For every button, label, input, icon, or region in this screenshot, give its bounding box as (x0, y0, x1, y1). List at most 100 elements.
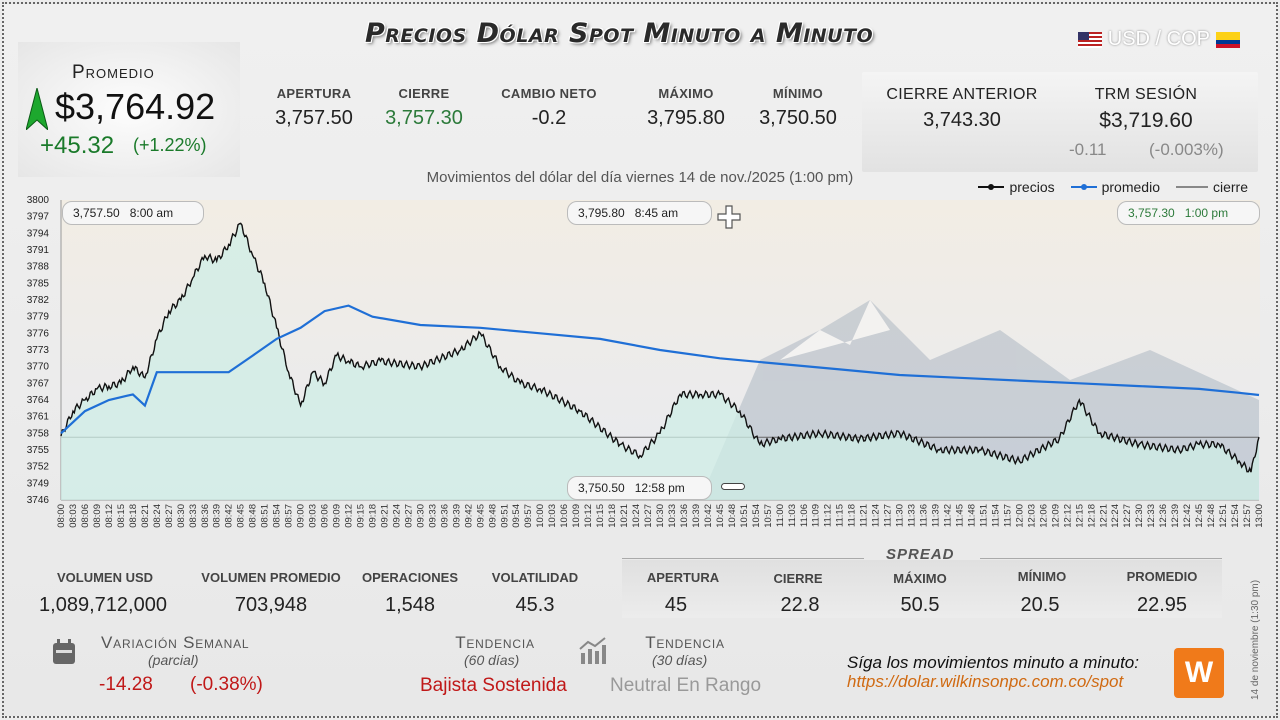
x-tick-label: 10:30 (655, 504, 666, 528)
y-tick-label: 3758 (27, 428, 50, 439)
stat-value: 3,757.30 (385, 107, 463, 129)
x-tick-label: 12:27 (1122, 504, 1133, 528)
x-tick-label: 10:15 (595, 504, 606, 528)
x-tick-label: 09:27 (403, 504, 414, 528)
spread-panel (622, 560, 1222, 618)
site-logo[interactable]: W (1174, 648, 1224, 698)
x-tick-label: 09:57 (523, 504, 534, 528)
callout-max-time: 8:45 am (634, 206, 679, 220)
x-tick-label: 11:00 (775, 504, 786, 527)
x-tick-label: 12:24 (1110, 504, 1121, 528)
trend-chart-icon (579, 637, 606, 664)
x-tick-label: 08:51 (260, 504, 271, 528)
x-tick-label: 10:00 (535, 504, 546, 528)
scroll-handle[interactable] (721, 483, 745, 490)
x-tick-label: 12:21 (1098, 504, 1109, 528)
x-tick-label: 13:00 (1254, 504, 1265, 528)
x-tick-label: 11:09 (811, 504, 822, 527)
legend-precios-swatch (978, 184, 1005, 190)
y-tick-label: 3791 (27, 245, 50, 256)
stat-apertura: APERTURA 3,757.50 (264, 86, 364, 130)
x-tick-label: 12:48 (1206, 504, 1217, 528)
volatilidad-value: 45.3 (515, 594, 555, 616)
x-tick-label: 08:15 (116, 504, 127, 528)
y-tick-label: 3800 (27, 195, 50, 206)
x-tick-label: 11:06 (799, 504, 810, 527)
x-tick-label: 09:24 (391, 504, 402, 528)
crosshair-icon[interactable] (716, 204, 742, 230)
y-tick-label: 3788 (27, 262, 50, 273)
chart-legend: precios promedio cierre (978, 179, 1248, 195)
site-link[interactable]: https://dolar.wilkinsonpc.com.co/spot (847, 672, 1124, 691)
x-tick-label: 09:45 (475, 504, 486, 528)
x-tick-label: 12:00 (1014, 504, 1025, 528)
stat-value: 3,743.30 (923, 109, 1001, 131)
variacion-sub: (parcial) (148, 652, 199, 668)
x-tick-label: 08:42 (224, 504, 235, 528)
x-tick-label: 09:21 (379, 504, 390, 528)
trm-diff: -0.11 (1069, 140, 1107, 159)
y-tick-label: 3749 (27, 478, 50, 489)
chart-subtitle: Movimientos del dólar del día viernes 14… (426, 169, 854, 186)
x-tick-label: 09:30 (415, 504, 426, 528)
callout-min-value: 3,750.50 (578, 481, 625, 495)
chart-series (60, 222, 1260, 501)
x-tick-label: 11:51 (978, 504, 989, 527)
x-tick-label: 11:48 (966, 504, 977, 527)
y-tick-label: 3755 (27, 445, 50, 456)
x-tick-label: 09:15 (356, 504, 367, 528)
callout-open: 3,757.50 8:00 am (62, 201, 204, 225)
callout-close-value: 3,757.30 (1128, 206, 1175, 220)
callout-close: 3,757.30 1:00 pm (1117, 201, 1260, 225)
spread-promedio-value: 22.95 (1136, 594, 1188, 616)
promedio-line (60, 304, 1260, 435)
stat-label: CAMBIO NETO (501, 86, 597, 101)
callout-open-value: 3,757.50 (73, 206, 120, 220)
legend-cierre-swatch (1175, 186, 1208, 188)
x-tick-label: 09:09 (332, 504, 343, 528)
stat-label: APERTURA (276, 86, 352, 101)
variacion-pct: (-0.38%) (190, 674, 263, 695)
precios-area (61, 223, 1259, 501)
x-tick-label: 11:36 (919, 504, 930, 527)
promedio-pct: (+1.22%) (133, 135, 207, 155)
x-tick-label: 08:30 (176, 504, 187, 528)
promedio-panel (18, 42, 240, 177)
x-tick-label: 10:27 (643, 504, 654, 528)
x-tick-label: 10:45 (715, 504, 726, 528)
x-tick-label: 12:03 (1026, 504, 1037, 528)
legend-promedio: promedio (1070, 179, 1160, 195)
x-tick-label: 08:09 (92, 504, 103, 528)
x-tick-label: 11:45 (955, 504, 966, 527)
volumen-usd-value: 1,089,712,000 (39, 594, 167, 616)
x-tick-label: 10:06 (559, 504, 570, 528)
tendencia-60-title: Tendencia (455, 633, 535, 652)
x-tick-label: 11:57 (1002, 504, 1013, 527)
x-tick-label: 09:54 (511, 504, 522, 528)
x-axis: 08:00 08:03 08:06 08:09 08:12 08:15 08:18 08:21… (56, 499, 1265, 528)
pair-label: USD / COP (1107, 28, 1210, 50)
y-tick-label: 3761 (27, 412, 50, 423)
x-tick-label: 12:06 (1038, 504, 1049, 528)
legend-label: cierre (1212, 179, 1248, 195)
x-tick-label: 10:54 (751, 504, 762, 528)
us-flag-icon (1077, 31, 1102, 48)
x-tick-label: 08:36 (200, 504, 211, 528)
y-axis: 3800 3797 3794 3791 3788 3785 3782 3779 3776 3773… (27, 195, 62, 506)
spread-apertura-value: 45 (664, 594, 688, 616)
x-tick-label: 11:39 (931, 504, 942, 527)
x-tick-label: 10:24 (631, 504, 642, 528)
spread-divider-right (980, 558, 1222, 559)
tendencia-30-sub: (30 días) (652, 652, 708, 668)
callout-min-time: 12:58 pm (634, 481, 685, 495)
tendencia-60-value: Bajista Sostenida (420, 675, 567, 696)
y-tick-label: 3785 (27, 278, 50, 289)
x-tick-label: 10:18 (607, 504, 618, 528)
spread-promedio-label: PROMEDIO (1126, 569, 1198, 584)
volumen-usd-label: VOLUMEN USD (56, 570, 154, 585)
tendencia-30-value: Neutral En Rango (610, 675, 762, 696)
stat-minimo: MÍNIMO 3,750.50 (748, 86, 848, 130)
stat-label: CIERRE (398, 86, 450, 101)
x-tick-label: 10:21 (619, 504, 630, 528)
x-tick-label: 09:18 (367, 504, 378, 528)
